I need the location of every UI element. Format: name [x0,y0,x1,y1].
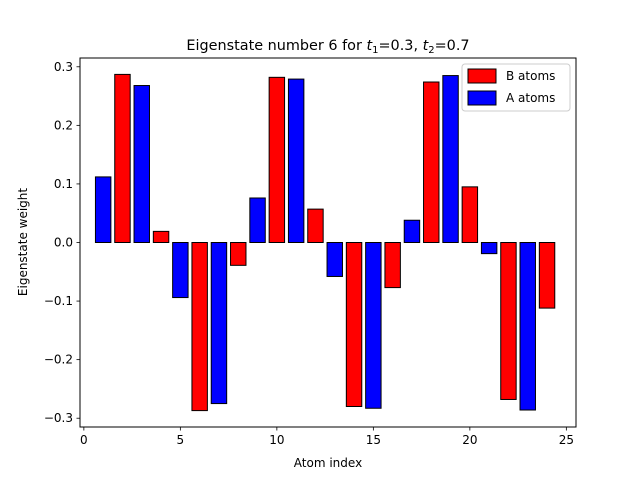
x-tick-label: 20 [462,433,477,447]
bar-b-atom-12 [307,208,324,244]
bar-a-atom-1 [94,176,112,243]
y-axis-label: Eigenstate weight [16,188,30,296]
bar-a-atom-23 [519,242,536,411]
x-tick-label: 15 [366,433,381,447]
bar-b-atom-16 [384,242,401,289]
bar-b-atom-8 [230,242,247,266]
bar-a-atom-5 [172,242,189,299]
bar-b-atom-6 [191,242,208,412]
bar-a-atom-15 [365,242,382,409]
bar-b-atom-22 [500,242,517,400]
legend-label-a: A atoms [506,91,555,105]
y-axis: −0.3 −0.2 −0.1 0.0 0.1 0.2 0.3 [44,60,80,425]
chart-title: Eigenstate number 6 for t1=0.3, t2=0.7 [186,38,469,56]
bar-a-atom-7 [210,242,228,405]
legend-swatch-a [467,90,497,106]
bar-b-atom-4 [152,230,170,244]
bar-b-atom-18 [423,81,440,243]
x-axis: 0 5 10 15 20 25 [80,427,574,447]
x-tick-label: 10 [269,433,284,447]
bar-b-atom-10 [268,76,286,244]
bar-a-atom-9 [249,197,266,244]
y-tick-label: −0.1 [44,294,73,308]
plot-area [94,73,556,412]
bar-a-atom-3 [133,85,150,244]
y-tick-label: 0.2 [54,118,73,132]
y-tick-label: 0.1 [54,177,73,191]
legend-label-b: B atoms [506,69,555,83]
y-tick-label: 0.3 [54,60,73,74]
bar-a-atom-21 [480,242,498,255]
bar-a-atom-13 [326,242,343,277]
bar-a-atom-19 [442,75,459,243]
bar-b-atom-2 [114,73,131,244]
x-axis-label: Atom index [294,456,362,470]
x-tick-label: 5 [177,433,185,447]
legend-swatch-b [467,68,497,84]
bar-b-atom-14 [345,242,363,407]
bar-b-atom-24 [538,242,556,309]
legend: B atoms A atoms [461,63,571,112]
y-tick-label: −0.3 [44,411,73,425]
bar-b-atom-20 [461,186,479,244]
bar-a-atom-11 [287,78,305,244]
bar-a-atom-17 [403,219,421,244]
y-tick-label: −0.2 [44,353,73,367]
y-tick-label: 0.0 [54,236,73,250]
x-tick-label: 0 [80,433,88,447]
x-tick-label: 25 [559,433,574,447]
